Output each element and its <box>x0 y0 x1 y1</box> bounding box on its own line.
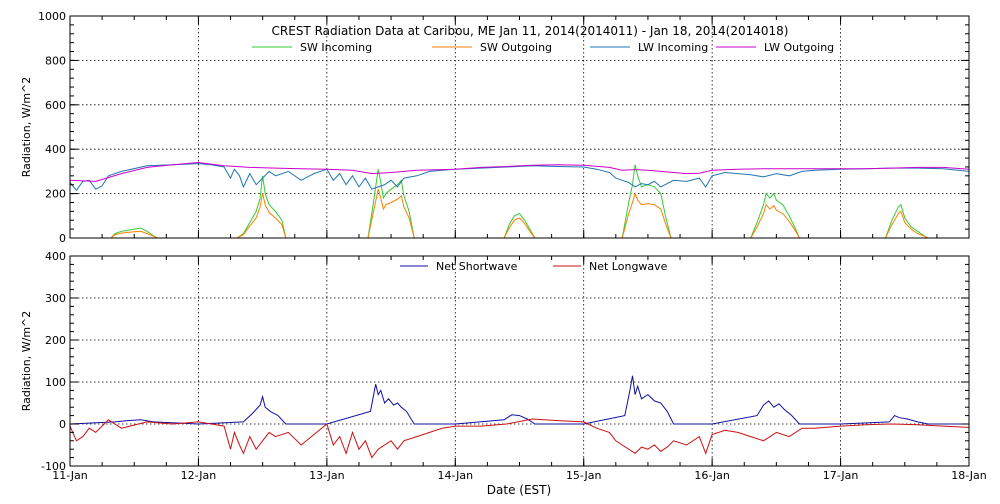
top-y-axis-label: Radiation, W/m^2 <box>20 77 33 178</box>
top-y-tick-label: 200 <box>45 188 66 201</box>
series-line-lw-outgoing <box>69 161 970 182</box>
legend-label-net-shortwave: Net Shortwave <box>436 260 518 273</box>
bottom-y-tick-label: 300 <box>45 292 66 305</box>
bottom-y-tick-label: 400 <box>45 250 66 263</box>
bottom-y-tick-label: -100 <box>41 460 66 473</box>
series-line-net-longwave <box>69 418 970 459</box>
series-line-lw-incoming <box>69 163 970 192</box>
top-y-tick-label: 600 <box>45 99 66 112</box>
x-tick-label: 11-Jan <box>52 469 88 482</box>
series-line-net-shortwave <box>69 375 969 425</box>
top-panel: 0 200 400 600 800 1000 CREST Radiation Data a… <box>20 10 970 245</box>
legend-label-lw-incoming: LW Incoming <box>638 41 708 54</box>
top-y-tick-label: 1000 <box>38 10 66 23</box>
bottom-panel-frame <box>69 255 970 467</box>
bottom-y-tick-label: 0 <box>59 418 66 431</box>
bottom-y-axis-label: Radiation, W/m^2 <box>20 311 33 412</box>
x-tick-label: 12-Jan <box>181 469 217 482</box>
x-tick-label: 17-Jan <box>823 469 859 482</box>
series-line-sw-outgoing <box>70 189 969 239</box>
legend-label-lw-outgoing: LW Outgoing <box>764 41 834 54</box>
x-tick-label: 16-Jan <box>694 469 730 482</box>
x-tick-label: 18-Jan <box>951 469 987 482</box>
top-y-tick-label: 400 <box>45 143 66 156</box>
x-tick-label: 13-Jan <box>309 469 345 482</box>
top-y-tick-label: 800 <box>45 54 66 67</box>
bottom-y-tick-label: 200 <box>45 334 66 347</box>
legend-label-sw-incoming: SW Incoming <box>300 41 372 54</box>
x-axis-label: Date (EST) <box>487 483 551 497</box>
series-line-sw-incoming <box>70 164 969 239</box>
bottom-panel: -100 0 100 200 300 400 11-Jan 12-Jan 13-Jan 14-Ja… <box>20 250 987 497</box>
x-tick-label: 15-Jan <box>566 469 602 482</box>
top-y-tick-label: 0 <box>59 232 66 245</box>
legend-label-net-longwave: Net Longwave <box>589 260 668 273</box>
top-chart-title: CREST Radiation Data at Caribou, ME Jan … <box>272 24 789 38</box>
bottom-y-tick-label: 100 <box>45 376 66 389</box>
x-tick-label: 14-Jan <box>438 469 474 482</box>
legend-label-sw-outgoing: SW Outgoing <box>480 41 552 54</box>
